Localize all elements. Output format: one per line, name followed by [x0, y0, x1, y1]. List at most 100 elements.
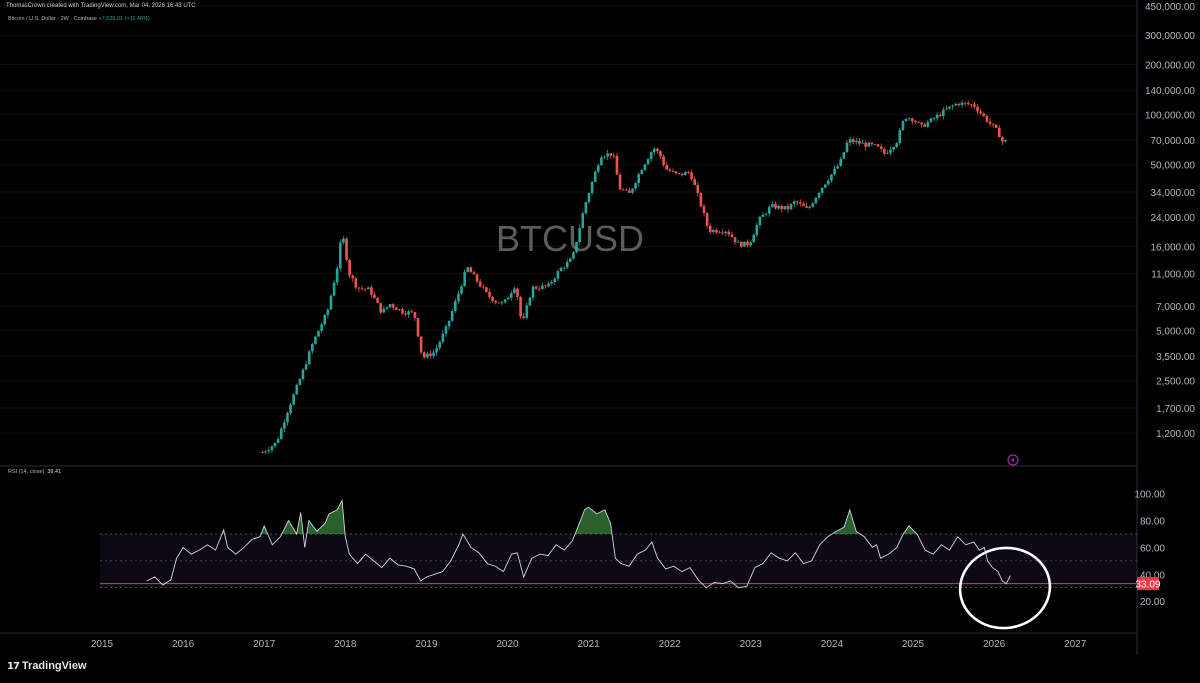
candle-body	[373, 294, 376, 298]
candle-body	[926, 122, 930, 127]
rsi-tick-label: 20.00	[1140, 597, 1165, 608]
time-axis[interactable]: 2015 2016 2017 2018 2019 2020 2021 2022 2023 2024…	[91, 639, 1087, 650]
price-tick-label: 11,000.00	[1151, 269, 1195, 280]
rsi-tick-label: 40.00	[1140, 570, 1165, 581]
candle-body	[410, 311, 414, 313]
candle-body	[460, 286, 463, 294]
candle-body	[758, 216, 762, 225]
candle-body	[354, 278, 358, 288]
candle-body	[491, 296, 494, 302]
price-tick-label: 300,000.00	[1145, 31, 1195, 42]
time-tick-label: 2020	[496, 639, 519, 650]
candle-body	[621, 189, 625, 191]
candle-body	[556, 271, 560, 279]
time-tick-label: 2021	[577, 639, 600, 650]
rsi-line	[146, 498, 1011, 589]
candle-body	[513, 288, 516, 294]
candle-body	[338, 242, 342, 269]
rsi-tick-label: 60.00	[1140, 543, 1165, 554]
candle-body	[705, 213, 709, 226]
candle-body	[904, 118, 908, 122]
price-tick-label: 24,000.00	[1151, 213, 1196, 224]
candle-body	[388, 304, 392, 308]
candle-body	[687, 172, 690, 173]
candle-body	[348, 259, 351, 276]
candle-body	[876, 144, 880, 147]
time-tick-label: 2016	[172, 639, 195, 650]
watermark: BTCUSD	[496, 218, 644, 259]
candle-body	[398, 309, 401, 310]
candle-body	[301, 369, 305, 380]
candle-body	[329, 295, 333, 310]
hand-drawn-circle	[958, 546, 1052, 630]
price-tick-label: 140,000.00	[1145, 86, 1195, 97]
candle-body	[938, 114, 942, 116]
candle-body	[1001, 137, 1004, 142]
candle-body	[500, 302, 504, 304]
candle-body	[858, 140, 861, 144]
candle-body	[404, 313, 407, 315]
candle-body	[808, 206, 811, 208]
candle-body	[485, 287, 488, 292]
candle-body	[649, 152, 653, 160]
candle-body	[640, 170, 644, 175]
rsi-overbought-fill	[296, 512, 304, 535]
candle-body	[419, 336, 423, 353]
candle-body	[932, 118, 936, 120]
candle-body	[603, 156, 606, 158]
candle-body	[469, 267, 473, 273]
candle-body	[307, 351, 311, 365]
price-tick-label: 7,000.00	[1156, 302, 1195, 313]
candle-body	[323, 314, 327, 325]
candle-body	[528, 297, 532, 306]
time-tick-label: 2023	[740, 639, 763, 650]
price-tick-label: 5,000.00	[1156, 326, 1195, 337]
candle-body	[749, 242, 752, 246]
candle-body	[475, 274, 479, 282]
candle-body	[817, 192, 821, 198]
candle-body	[954, 103, 958, 106]
candle-body	[283, 422, 286, 429]
candle-body	[279, 428, 283, 440]
price-change: +7,535.01 (+11.46%)	[98, 16, 150, 22]
candle-body	[382, 308, 386, 313]
candle-body	[531, 286, 535, 298]
candle-body	[752, 234, 756, 243]
candle-body	[572, 252, 575, 259]
tradingview-logo[interactable]: 17 TradingView	[7, 660, 87, 672]
rsi-tick-label: 80.00	[1140, 517, 1165, 528]
candle-body	[466, 267, 470, 272]
candle-body	[597, 165, 600, 172]
price-tick-label: 34,000.00	[1151, 188, 1196, 199]
candle-body	[332, 282, 336, 296]
candle-body	[879, 146, 883, 149]
candle-body	[848, 139, 852, 143]
rsi-axis[interactable]: 100.00 80.00 60.00 40.00 20.00 33.09	[1134, 490, 1165, 608]
price-axis[interactable]: 450,000.00 300,000.00 200,000.00 140,000.00…	[1145, 2, 1195, 440]
candle-body	[693, 179, 696, 186]
candle-body	[970, 104, 973, 106]
symbol-info[interactable]: Bitcoin / U.S. Dollar · 2W · Coinbase +7…	[8, 16, 150, 22]
candle-body	[342, 238, 345, 243]
candle-body	[699, 193, 703, 207]
candle-body	[618, 174, 622, 190]
rsi-legend[interactable]: RSI (14, close) 39.41	[8, 469, 61, 475]
candle-body	[746, 241, 749, 246]
candle-body	[755, 224, 759, 235]
candle-body	[662, 156, 665, 166]
candle-body	[447, 320, 451, 327]
candle-body	[590, 181, 594, 194]
candle-body	[478, 281, 482, 287]
candle-body	[889, 149, 892, 153]
candle-body	[836, 166, 839, 169]
time-tick-label: 2026	[983, 639, 1006, 650]
candle-body	[764, 213, 768, 215]
time-tick-label: 2024	[821, 639, 844, 650]
candle-body	[721, 232, 724, 234]
rsi-overbought-fill	[575, 507, 612, 535]
symbol-line: Bitcoin / U.S. Dollar · 2W · Coinbase	[8, 16, 97, 22]
alert-icon[interactable]	[1007, 454, 1019, 466]
candle-body	[516, 288, 519, 297]
rsi-pane	[100, 498, 1137, 589]
candle-body	[385, 307, 389, 309]
